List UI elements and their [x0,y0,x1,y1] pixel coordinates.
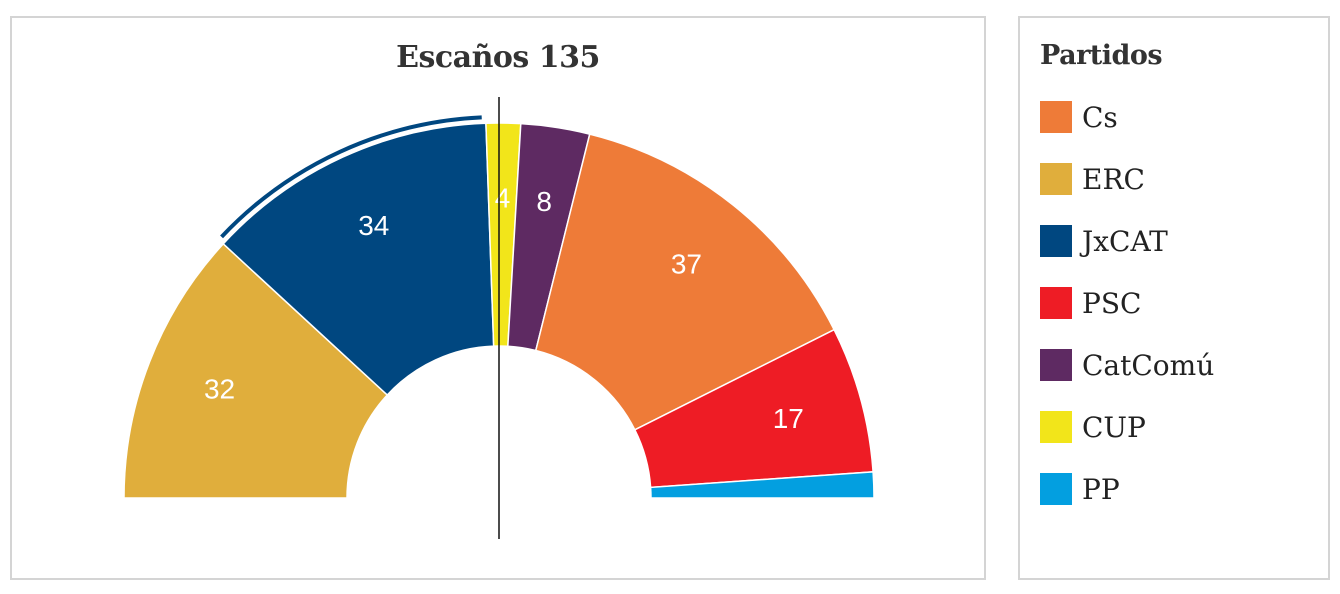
seat-label-cup: 4 [495,183,511,214]
legend-swatch-catcomu [1040,349,1072,381]
seat-segment-pp [649,471,875,499]
legend-label-psc: PSC [1082,286,1142,320]
legend-swatch-pp [1040,473,1072,505]
seat-label-cs: 37 [671,248,702,279]
legend-swatch-psc [1040,287,1072,319]
legend-label-cup: CUP [1082,410,1146,444]
legend-item-cs: Cs [1040,86,1214,148]
legend-item-psc: PSC [1040,272,1214,334]
legend-item-erc: ERC [1040,148,1214,210]
seat-label-catcomu: 8 [536,186,552,217]
highlight-arc-jxcat [220,115,482,239]
legend-item-pp: PP [1040,458,1214,520]
legend-item-catcomu: CatComú [1040,334,1214,396]
seat-label-erc: 32 [204,373,235,404]
legend-item-cup: CUP [1040,396,1214,458]
legend-swatch-cup [1040,411,1072,443]
legend-label-erc: ERC [1082,162,1145,196]
legend-label-cs: Cs [1082,100,1118,134]
seat-segment-jxcat [222,122,495,397]
legend-label-pp: PP [1082,472,1120,506]
seat-segment-erc [123,242,389,499]
legend-label-jxcat: JxCAT [1082,224,1168,258]
legend-list: Cs ERC JxCAT PSC CatComú CUP PP [1040,86,1214,520]
legend-label-catcomu: CatComú [1082,348,1215,382]
legend-item-jxcat: JxCAT [1040,210,1214,272]
hemicycle-chart: 32 34 4 8 37 17 [123,97,875,539]
legend-title: Partidos [1040,40,1163,71]
legend-swatch-jxcat [1040,225,1072,257]
seat-segment-cs [534,133,836,431]
chart-panel: Escaños 135 32 34 4 8 37 17 [10,16,986,580]
seat-label-psc: 17 [773,403,804,434]
seat-label-jxcat: 34 [358,210,389,241]
legend-swatch-cs [1040,101,1072,133]
chart-title: Escaños 135 [396,40,600,75]
legend-panel: Partidos Cs ERC JxCAT PSC CatComú CUP PP [1018,16,1330,580]
legend-swatch-erc [1040,163,1072,195]
